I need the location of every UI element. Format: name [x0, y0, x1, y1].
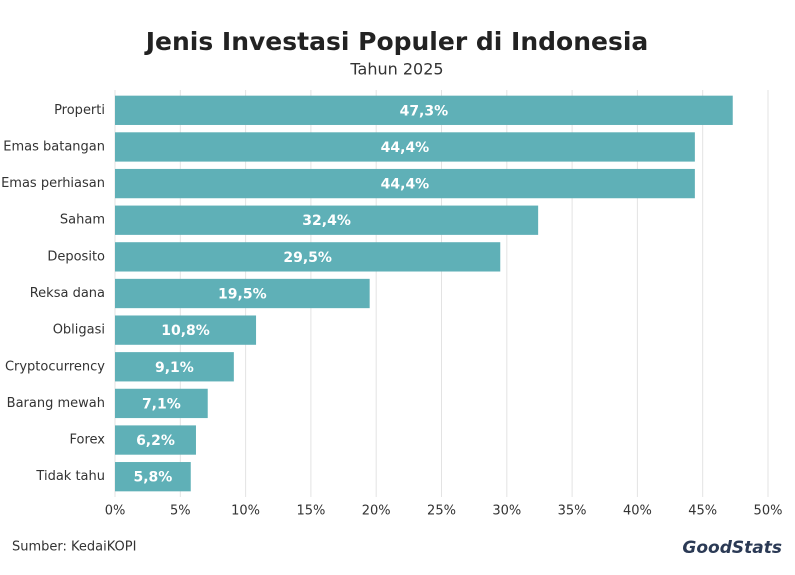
x-tick-label: 50% [754, 504, 783, 519]
x-tick-label: 0% [105, 504, 126, 519]
x-tick-label: 30% [492, 504, 521, 519]
value-label: 19,5% [218, 287, 267, 303]
y-tick-label: Barang mewah [7, 396, 105, 411]
x-tick-label: 45% [688, 504, 717, 519]
bar [115, 315, 257, 345]
value-label: 6,2% [136, 433, 175, 449]
x-tick-label: 20% [362, 504, 391, 519]
y-tick-label: Obligasi [53, 323, 105, 338]
bar [115, 278, 370, 309]
bar [115, 95, 733, 125]
chart-subtitle: Tahun 2025 [349, 60, 443, 79]
bar [115, 242, 501, 272]
x-tick-label: 35% [558, 504, 587, 519]
bar [115, 168, 695, 199]
y-tick-label: Tidak tahu [35, 469, 105, 484]
logo: GoodStats [682, 538, 782, 558]
bar [115, 205, 539, 235]
value-label: 7,1% [142, 396, 181, 412]
y-tick-label: Emas batangan [3, 139, 105, 154]
bar [115, 388, 208, 419]
value-label: 44,4% [381, 140, 430, 156]
x-tick-label: 5% [170, 504, 191, 519]
bar [115, 462, 191, 492]
source: Sumber: KedaiKOPI [12, 540, 136, 555]
y-tick-label: Cryptocurrency [5, 359, 105, 374]
value-label: 29,5% [283, 250, 332, 266]
value-label: 47,3% [400, 103, 449, 119]
value-label: 5,8% [133, 470, 172, 486]
x-tick-label: 10% [231, 504, 260, 519]
y-tick-label: Forex [70, 433, 106, 448]
y-tick-label: Reksa dana [30, 286, 105, 301]
y-tick-label: Properti [54, 103, 105, 118]
x-tick-label: 15% [296, 504, 325, 519]
bar [115, 132, 695, 162]
chart-title: Jenis Investasi Populer di Indonesia [144, 27, 649, 56]
value-label: 44,4% [381, 177, 430, 193]
y-tick-label: Emas perhiasan [1, 176, 105, 191]
value-label: 10,8% [161, 323, 210, 339]
y-tick-label: Deposito [47, 249, 105, 264]
y-tick-label: Saham [60, 213, 105, 228]
value-label: 32,4% [302, 213, 351, 229]
value-label: 9,1% [155, 360, 194, 376]
x-tick-label: 40% [623, 504, 652, 519]
x-tick-label: 25% [427, 504, 456, 519]
bar [115, 425, 196, 455]
bar [115, 352, 234, 382]
